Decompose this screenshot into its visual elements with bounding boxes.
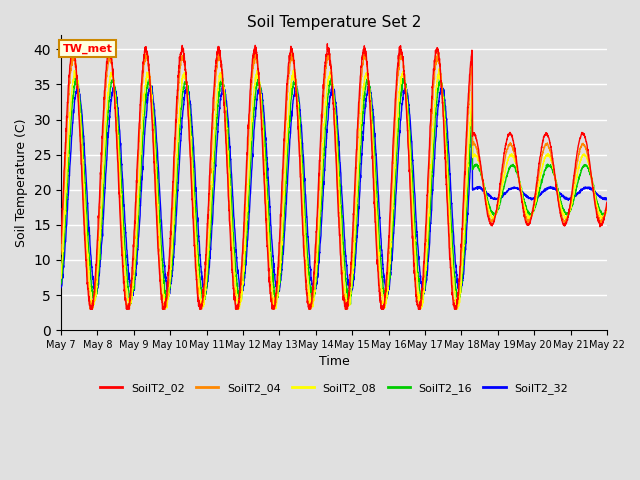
Legend: SoilT2_02, SoilT2_04, SoilT2_08, SoilT2_16, SoilT2_32: SoilT2_02, SoilT2_04, SoilT2_08, SoilT2_…	[95, 379, 573, 398]
Text: TW_met: TW_met	[63, 44, 113, 54]
Y-axis label: Soil Temperature (C): Soil Temperature (C)	[15, 119, 28, 247]
Title: Soil Temperature Set 2: Soil Temperature Set 2	[247, 15, 421, 30]
X-axis label: Time: Time	[319, 355, 349, 369]
